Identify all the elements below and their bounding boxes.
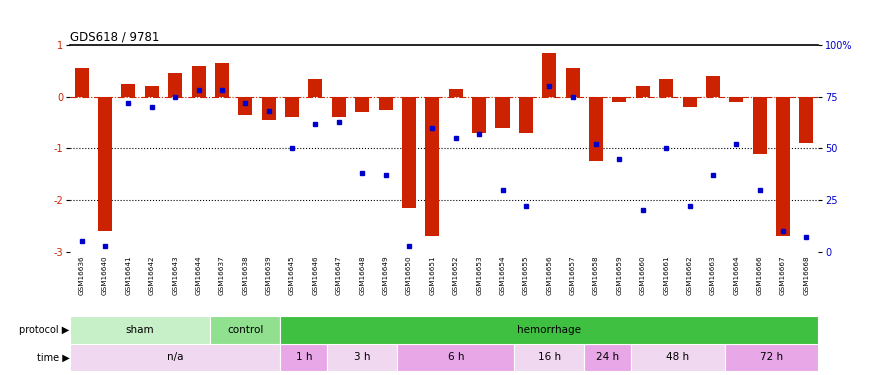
Bar — [280, 316, 818, 344]
Bar — [724, 344, 818, 371]
Bar — [589, 97, 603, 161]
Text: n/a: n/a — [167, 352, 184, 363]
Text: GDS618 / 9781: GDS618 / 9781 — [70, 30, 159, 43]
Text: GSM16655: GSM16655 — [523, 255, 528, 295]
Text: GSM16651: GSM16651 — [430, 255, 436, 295]
Text: GSM16641: GSM16641 — [125, 255, 131, 295]
Bar — [70, 316, 210, 344]
Text: sham: sham — [126, 325, 155, 335]
Bar — [565, 68, 579, 97]
Bar — [285, 97, 299, 117]
Bar — [70, 344, 280, 371]
Text: GSM16663: GSM16663 — [710, 255, 716, 295]
Bar — [636, 86, 650, 97]
Bar — [425, 97, 439, 236]
Bar — [800, 97, 814, 143]
Text: GSM16660: GSM16660 — [640, 255, 646, 295]
Text: GSM16645: GSM16645 — [289, 255, 295, 295]
Text: 24 h: 24 h — [596, 352, 619, 363]
Text: 1 h: 1 h — [296, 352, 312, 363]
Bar — [495, 97, 509, 128]
Bar — [776, 97, 790, 236]
Text: GSM16646: GSM16646 — [312, 255, 318, 295]
Bar — [514, 344, 584, 371]
Text: GSM16639: GSM16639 — [266, 255, 272, 295]
Text: GSM16647: GSM16647 — [336, 255, 342, 295]
Bar — [262, 97, 276, 120]
Bar — [332, 97, 346, 117]
Text: GSM16636: GSM16636 — [79, 255, 85, 295]
Text: GSM16648: GSM16648 — [360, 255, 365, 295]
Text: GSM16642: GSM16642 — [149, 255, 155, 295]
Bar — [74, 68, 88, 97]
Bar — [542, 53, 556, 97]
Text: GSM16656: GSM16656 — [546, 255, 552, 295]
Text: 6 h: 6 h — [447, 352, 464, 363]
Text: GSM16667: GSM16667 — [780, 255, 786, 295]
Text: hemorrhage: hemorrhage — [517, 325, 581, 335]
Text: GSM16668: GSM16668 — [803, 255, 809, 295]
Text: GSM16657: GSM16657 — [570, 255, 576, 295]
Bar — [402, 97, 416, 208]
Bar — [327, 344, 397, 371]
Text: control: control — [228, 325, 263, 335]
Text: GSM16649: GSM16649 — [382, 255, 388, 295]
Text: GSM16662: GSM16662 — [687, 255, 692, 295]
Text: GSM16658: GSM16658 — [593, 255, 599, 295]
Text: 3 h: 3 h — [354, 352, 370, 363]
Text: 48 h: 48 h — [666, 352, 690, 363]
Bar — [122, 84, 136, 97]
Bar — [752, 97, 766, 153]
Bar — [215, 63, 229, 97]
Text: GSM16640: GSM16640 — [102, 255, 108, 295]
Text: GSM16659: GSM16659 — [616, 255, 622, 295]
Text: time ▶: time ▶ — [37, 352, 69, 363]
Bar — [584, 344, 631, 371]
Bar — [98, 97, 112, 231]
Bar — [473, 97, 487, 133]
Bar — [631, 344, 724, 371]
Bar — [519, 97, 533, 133]
Bar — [379, 97, 393, 109]
Bar — [612, 97, 626, 102]
Bar — [397, 344, 514, 371]
Text: protocol ▶: protocol ▶ — [19, 325, 69, 335]
Text: 72 h: 72 h — [760, 352, 783, 363]
Text: GSM16666: GSM16666 — [757, 255, 763, 295]
Text: GSM16650: GSM16650 — [406, 255, 412, 295]
Bar — [355, 97, 369, 112]
Bar — [449, 89, 463, 97]
Bar — [729, 97, 744, 102]
Bar — [706, 76, 720, 97]
Text: GSM16637: GSM16637 — [219, 255, 225, 295]
Bar — [210, 316, 280, 344]
Text: GSM16643: GSM16643 — [172, 255, 178, 295]
Text: GSM16638: GSM16638 — [242, 255, 248, 295]
Text: GSM16664: GSM16664 — [733, 255, 739, 295]
Text: GSM16661: GSM16661 — [663, 255, 669, 295]
Bar — [238, 97, 252, 115]
Text: GSM16653: GSM16653 — [476, 255, 482, 295]
Text: GSM16654: GSM16654 — [500, 255, 506, 295]
Bar — [280, 344, 327, 371]
Bar — [168, 74, 182, 97]
Text: 16 h: 16 h — [538, 352, 561, 363]
Bar — [192, 66, 206, 97]
Text: GSM16644: GSM16644 — [196, 255, 201, 295]
Bar — [682, 97, 696, 107]
Text: GSM16652: GSM16652 — [452, 255, 458, 295]
Bar — [145, 86, 159, 97]
Bar — [659, 79, 673, 97]
Bar — [309, 79, 323, 97]
